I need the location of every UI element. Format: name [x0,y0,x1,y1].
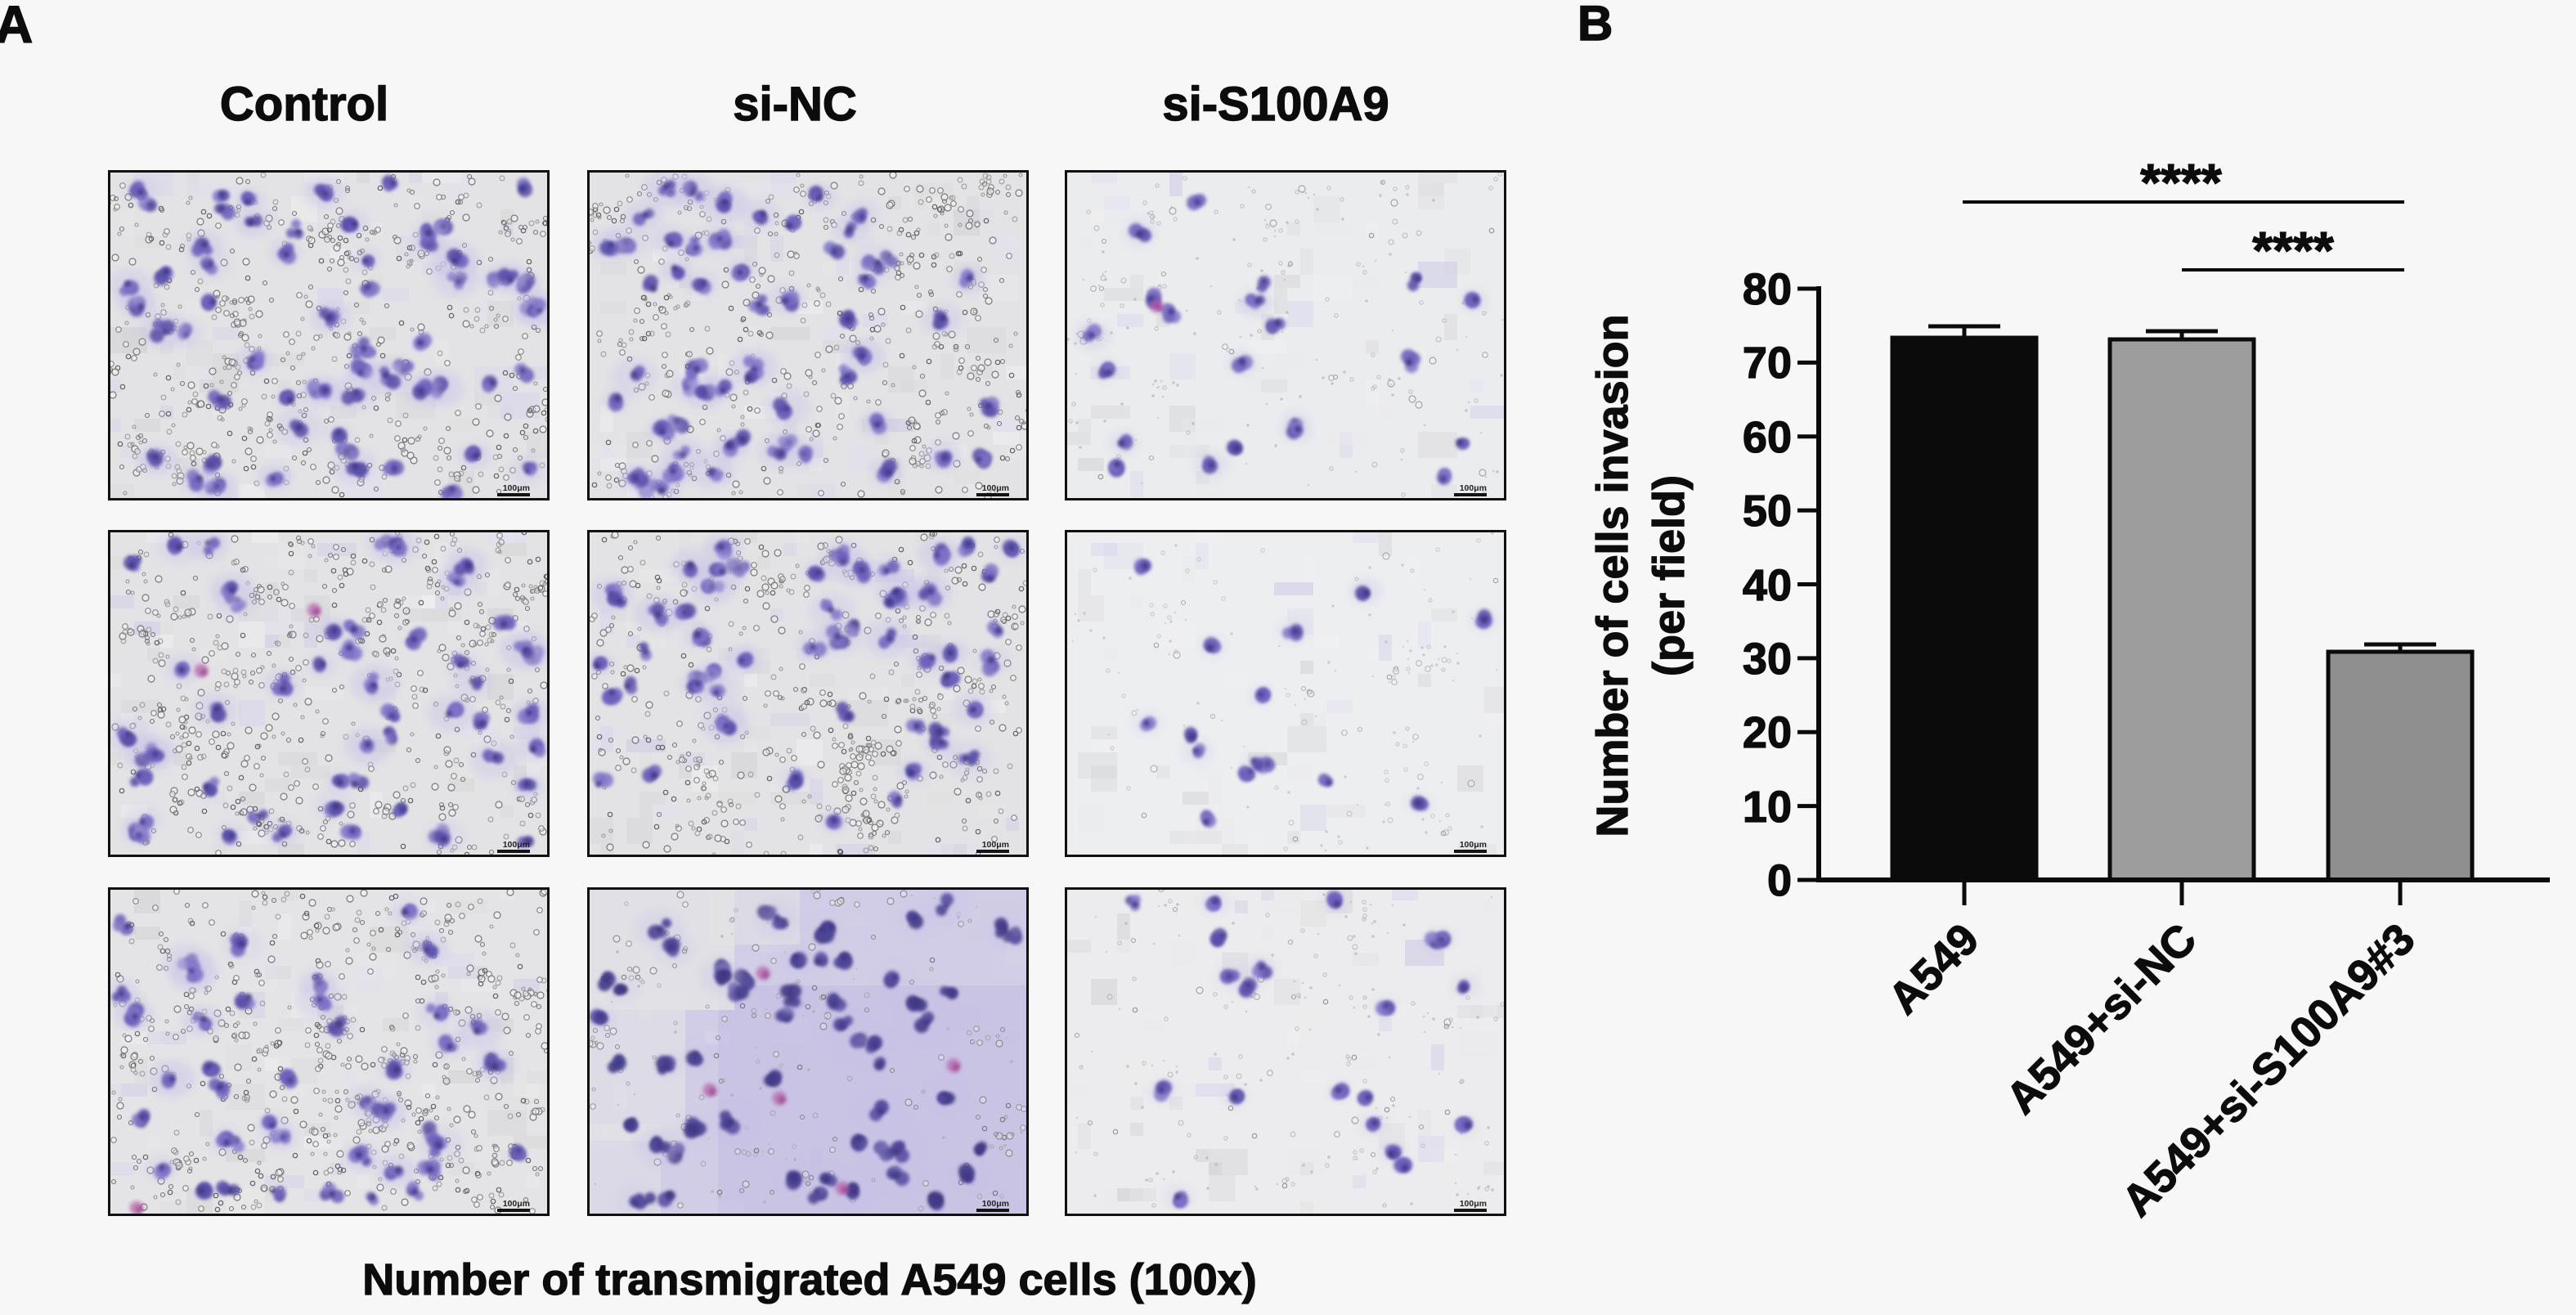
svg-text:80: 80 [1743,265,1792,314]
svg-text:100μm: 100μm [982,1199,1009,1209]
svg-text:60: 60 [1743,413,1792,462]
svg-text:20: 20 [1743,708,1792,757]
svg-text:100μm: 100μm [503,483,530,493]
svg-text:100μm: 100μm [1460,840,1487,850]
svg-text:0: 0 [1767,856,1792,905]
svg-text:50: 50 [1743,487,1792,536]
svg-text:100μm: 100μm [982,840,1009,850]
svg-text:40: 40 [1743,561,1792,610]
svg-text:Number of cells invasion: Number of cells invasion [1588,314,1637,837]
svg-text:****: **** [2140,153,2222,212]
svg-text:30: 30 [1743,635,1792,684]
svg-text:100μm: 100μm [1460,1199,1487,1209]
svg-text:70: 70 [1743,339,1792,388]
svg-text:****: **** [2252,221,2334,280]
svg-text:A549+si-NC: A549+si-NC [1997,914,2206,1124]
svg-text:100μm: 100μm [503,840,530,850]
svg-text:10: 10 [1743,783,1792,832]
svg-text:(per field): (per field) [1645,475,1694,676]
svg-text:A549: A549 [1879,914,1989,1024]
svg-text:100μm: 100μm [1460,483,1487,493]
svg-text:100μm: 100μm [982,483,1009,493]
svg-text:100μm: 100μm [503,1199,530,1209]
